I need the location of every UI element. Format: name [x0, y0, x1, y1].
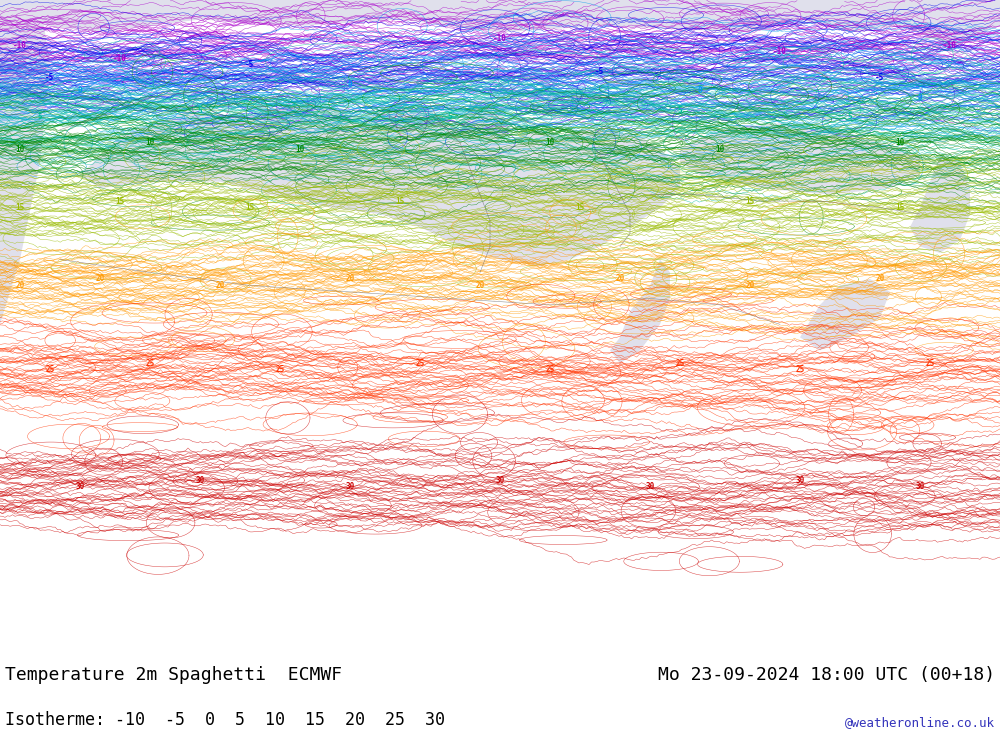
Text: 20: 20: [745, 281, 755, 290]
Text: 30: 30: [75, 482, 85, 491]
Text: -10: -10: [493, 34, 507, 43]
Text: -10: -10: [773, 48, 787, 56]
Text: 5: 5: [38, 112, 42, 121]
Text: 15: 15: [245, 203, 255, 212]
Text: 25: 25: [145, 358, 155, 368]
Polygon shape: [460, 97, 510, 155]
Text: 15: 15: [745, 196, 755, 205]
Text: Isotherme: -10  -5  0  5  10  15  20  25  30: Isotherme: -10 -5 0 5 10 15 20 25 30: [5, 711, 445, 729]
Text: Temperature 2m Spaghetti  ECMWF: Temperature 2m Spaghetti ECMWF: [5, 666, 342, 684]
Text: 15: 15: [395, 196, 405, 205]
Text: -10: -10: [943, 41, 957, 50]
Text: -5: -5: [595, 67, 605, 75]
Text: 30: 30: [345, 482, 355, 491]
Text: -5: -5: [245, 60, 255, 70]
Text: 10: 10: [545, 139, 555, 147]
Text: 15: 15: [15, 203, 25, 212]
Polygon shape: [400, 136, 470, 207]
Text: 15: 15: [575, 203, 585, 212]
Text: 5: 5: [848, 112, 852, 121]
Polygon shape: [800, 279, 890, 350]
Polygon shape: [80, 104, 680, 266]
Text: 5: 5: [678, 106, 682, 115]
Text: 30: 30: [495, 476, 505, 485]
Text: -10: -10: [113, 54, 127, 63]
Text: 0: 0: [918, 93, 922, 102]
Text: 25: 25: [45, 365, 55, 375]
Text: 20: 20: [875, 274, 885, 284]
Text: 30: 30: [915, 482, 925, 491]
Text: 15: 15: [895, 203, 905, 212]
Text: 5: 5: [198, 106, 202, 115]
Text: 30: 30: [195, 476, 205, 485]
Text: 20: 20: [345, 274, 355, 284]
Text: -5: -5: [45, 73, 55, 82]
Text: 30: 30: [645, 482, 655, 491]
Text: 10: 10: [895, 139, 905, 147]
Text: 20: 20: [475, 281, 485, 290]
Text: 25: 25: [415, 358, 425, 368]
Text: 15: 15: [115, 196, 125, 205]
Text: 25: 25: [675, 358, 685, 368]
Text: -5: -5: [875, 73, 885, 82]
Text: 10: 10: [145, 139, 155, 147]
Text: 20: 20: [615, 274, 625, 284]
Text: 30: 30: [795, 476, 805, 485]
Text: 5: 5: [448, 112, 452, 121]
Text: 20: 20: [95, 274, 105, 284]
Text: 10: 10: [15, 144, 25, 154]
Text: @weatheronline.co.uk: @weatheronline.co.uk: [845, 716, 995, 729]
Polygon shape: [680, 123, 920, 194]
Text: 0: 0: [78, 86, 82, 95]
Text: 25: 25: [795, 365, 805, 375]
Text: 20: 20: [215, 281, 225, 290]
Text: 0: 0: [698, 86, 702, 95]
Text: Mo 23-09-2024 18:00 UTC (00+18): Mo 23-09-2024 18:00 UTC (00+18): [658, 666, 995, 684]
Polygon shape: [0, 0, 1000, 45]
Polygon shape: [910, 155, 970, 253]
Text: 25: 25: [275, 365, 285, 375]
Text: 20: 20: [15, 281, 25, 290]
Text: 25: 25: [545, 365, 555, 375]
Polygon shape: [0, 0, 50, 324]
Text: 10: 10: [295, 144, 305, 154]
Text: 10: 10: [715, 144, 725, 154]
Polygon shape: [610, 259, 670, 364]
Polygon shape: [580, 143, 660, 240]
Text: 0: 0: [348, 80, 352, 89]
Text: -10: -10: [13, 41, 27, 50]
Text: 25: 25: [925, 358, 935, 368]
